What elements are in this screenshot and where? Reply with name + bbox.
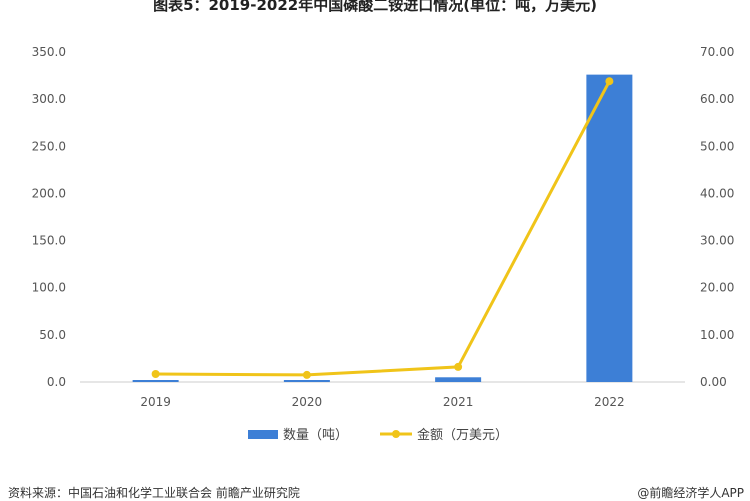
right-tick-label: 30.00 (700, 234, 734, 248)
line-series (155, 80, 611, 377)
x-tick-label: 2019 (140, 395, 171, 409)
x-tick-label: 2020 (292, 395, 323, 409)
legend-bar-label: 数量（吨） (283, 428, 348, 443)
left-tick-label: 0.0 (47, 375, 66, 389)
left-tick-label: 150.0 (32, 234, 66, 248)
left-tick-label: 100.0 (32, 281, 66, 295)
right-tick-label: 40.00 (700, 186, 734, 200)
right-tick-label: 0.00 (700, 375, 727, 389)
right-tick-label: 70.00 (700, 45, 734, 59)
line-point-2019 (151, 369, 160, 378)
right-tick-label: 60.00 (700, 92, 734, 106)
left-tick-label: 50.0 (39, 328, 66, 342)
right-tick-label: 10.00 (700, 328, 734, 342)
source-note: 资料来源：中国石油和化学工业联合会 前瞻产业研究院 (8, 486, 300, 500)
left-tick-label: 350.0 (32, 45, 66, 59)
line-point-2022 (605, 77, 614, 86)
right-tick-label: 20.00 (700, 281, 734, 295)
legend-bar-swatch (248, 430, 278, 439)
line-point-2021 (454, 362, 463, 371)
left-tick-label: 300.0 (32, 92, 66, 106)
bar-2022 (586, 74, 633, 382)
line-point-2020 (302, 370, 311, 379)
bar-2021 (435, 377, 482, 382)
x-tick-label: 2021 (443, 395, 474, 409)
chart-title: 图表5：2019-2022年中国磷酸二铵进口情况(单位：吨，万美元) (153, 0, 597, 14)
legend-line-label: 金额（万美元） (417, 427, 508, 443)
bar-2019 (132, 380, 179, 382)
brand-note: @前瞻经济学人APP (637, 486, 744, 500)
left-tick-label: 250.0 (32, 139, 66, 153)
bar-2020 (283, 380, 330, 382)
x-tick-label: 2022 (594, 395, 625, 409)
right-tick-label: 50.00 (700, 139, 734, 153)
legend-line-marker (392, 430, 400, 438)
left-tick-label: 200.0 (32, 186, 66, 200)
